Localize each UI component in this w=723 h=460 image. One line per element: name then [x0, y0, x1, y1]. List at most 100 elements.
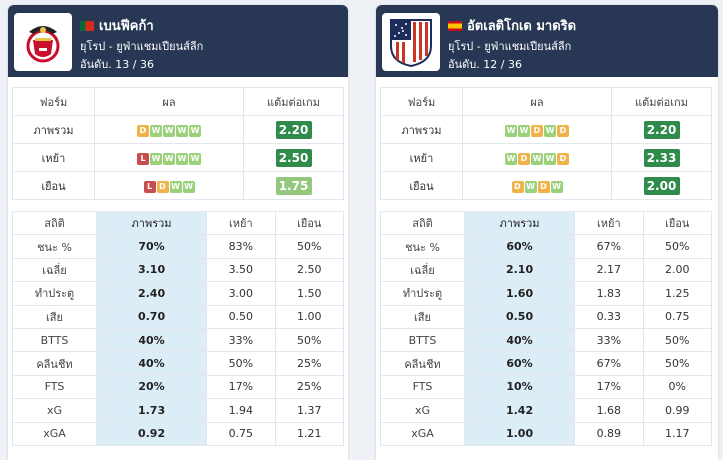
result-pill[interactable]: W: [531, 152, 543, 165]
result-pill[interactable]: D: [537, 180, 550, 193]
result-pill[interactable]: W: [518, 124, 530, 137]
stats-table: สถิติ ภาพรวม เหย้า เยือน ชนะ % 60% 67% 50% …: [380, 210, 713, 446]
stat-overall: 2.10: [463, 257, 576, 283]
result-pill[interactable]: W: [505, 152, 517, 165]
result-pill[interactable]: W: [544, 124, 556, 137]
stat-away: 1.25: [642, 281, 713, 306]
team-name-text: เบนฟีคก้า: [99, 19, 154, 34]
stat-label: BTTS: [12, 327, 97, 353]
result-pill[interactable]: W: [176, 152, 188, 165]
result-pill[interactable]: W: [176, 124, 188, 137]
form-row-label: ภาพรวม: [12, 115, 95, 144]
form-row-label: เยือน: [12, 171, 95, 200]
result-pill[interactable]: W: [150, 124, 162, 137]
stat-overall: 60%: [463, 234, 576, 259]
stat-home: 0.75: [206, 421, 276, 446]
form-table: ฟอร์ม ผล แต้มต่อเกม ภาพรวม W W D W D 2.2…: [380, 87, 712, 200]
result-pill[interactable]: W: [182, 180, 195, 193]
league-name: ยุโรป - ยูฟ่าแชมเปียนส์ลีก: [448, 40, 572, 53]
league-name: ยุโรป - ยูฟ่าแชมเปียนส์ลีก: [80, 40, 204, 53]
stats-row: คลีนชีท 60% 67% 50%: [380, 351, 713, 376]
form-table: ฟอร์ม ผล แต้มต่อเกม ภาพรวม D W W W W 2.2…: [12, 87, 344, 200]
result-pill[interactable]: D: [511, 180, 524, 193]
stats-header-away: เยือน: [642, 210, 713, 236]
result-pill[interactable]: W: [189, 152, 201, 165]
team-name[interactable]: อัตเลติโกเด มาดริด: [448, 15, 576, 36]
stats-row: ทำประตู 1.60 1.83 1.25: [380, 281, 713, 306]
stats-row: BTTS 40% 33% 50%: [380, 327, 713, 353]
team-logo[interactable]: [14, 13, 72, 71]
form-header-results: ผล: [94, 87, 244, 116]
stat-home: 67%: [574, 234, 644, 259]
stat-overall: 1.60: [463, 281, 576, 306]
result-pill[interactable]: W: [169, 180, 182, 193]
result-pill[interactable]: D: [518, 152, 530, 165]
team-logo[interactable]: [382, 13, 440, 71]
stats-header-overall: ภาพรวม: [95, 210, 208, 236]
stat-label: คลีนชีท: [380, 351, 465, 376]
stat-away: 2.50: [274, 257, 345, 283]
stat-label: เสีย: [12, 304, 97, 329]
stat-label: ชนะ %: [380, 234, 465, 259]
team-name[interactable]: เบนฟีคก้า: [80, 15, 154, 36]
stat-label: ทำประตู: [12, 281, 97, 306]
ppg-badge: 2.33: [643, 148, 680, 167]
stat-overall: 3.10: [95, 257, 208, 283]
result-pill[interactable]: D: [557, 152, 569, 165]
result-pill[interactable]: W: [163, 124, 175, 137]
stats-row: คลีนชีท 40% 50% 25%: [12, 351, 345, 376]
stat-label: เฉลี่ย: [12, 257, 97, 283]
stat-overall: 1.42: [463, 398, 576, 423]
result-pill[interactable]: W: [189, 124, 201, 137]
stats-row: FTS 20% 17% 25%: [12, 374, 345, 400]
stat-home: 33%: [574, 327, 644, 353]
ppg-badge: 2.50: [275, 148, 312, 167]
form-row-away: เยือน D W D W 2.00: [380, 171, 712, 200]
stat-label: คลีนชีท: [12, 351, 97, 376]
stats-row: เฉลี่ย 3.10 3.50 2.50: [12, 257, 345, 283]
stats-row: BTTS 40% 33% 50%: [12, 327, 345, 353]
stats-header-label: สถิติ: [380, 210, 465, 236]
form-row-overall: ภาพรวม D W W W W 2.20: [12, 115, 344, 144]
ppg-badge: 2.00: [643, 176, 680, 195]
stats-row: xGA 1.00 0.89 1.17: [380, 421, 713, 446]
stat-away: 1.50: [274, 281, 345, 306]
result-pill[interactable]: W: [550, 180, 563, 193]
form-row-home: เหย้า W D W W D 2.33: [380, 143, 712, 172]
result-pill[interactable]: L: [143, 180, 156, 193]
stat-home: 1.83: [574, 281, 644, 306]
result-pill[interactable]: W: [150, 152, 162, 165]
stats-row: FTS 10% 17% 0%: [380, 374, 713, 400]
result-pill[interactable]: W: [524, 180, 537, 193]
stats-header-away: เยือน: [274, 210, 345, 236]
stat-away: 50%: [274, 234, 345, 259]
stat-home: 3.00: [206, 281, 276, 306]
stat-away: 50%: [642, 234, 713, 259]
result-pill[interactable]: W: [163, 152, 175, 165]
result-pill[interactable]: L: [137, 152, 149, 165]
result-pill[interactable]: D: [531, 124, 543, 137]
ppg-badge: 1.75: [275, 176, 312, 195]
stat-label: xG: [12, 398, 97, 423]
stat-home: 33%: [206, 327, 276, 353]
result-pill[interactable]: W: [505, 124, 517, 137]
stat-home: 0.50: [206, 304, 276, 329]
stat-away: 2.00: [642, 257, 713, 283]
result-pill[interactable]: D: [557, 124, 569, 137]
result-pill[interactable]: W: [544, 152, 556, 165]
form-pills: D W W W W: [137, 124, 201, 137]
form-pills: W D W W D: [505, 152, 569, 165]
stats-row: เฉลี่ย 2.10 2.17 2.00: [380, 257, 713, 283]
result-pill[interactable]: D: [137, 124, 149, 137]
form-header-ppg: แต้มต่อเกม: [243, 87, 344, 116]
stat-label: BTTS: [380, 327, 465, 353]
team-name-text: อัตเลติโกเด มาดริด: [467, 19, 577, 34]
stats-header-home: เหย้า: [206, 210, 276, 236]
result-pill[interactable]: D: [156, 180, 169, 193]
stat-overall: 70%: [95, 234, 208, 259]
stat-home: 3.50: [206, 257, 276, 283]
stats-header-home: เหย้า: [574, 210, 644, 236]
league-rank: อันดับ. 12 / 36: [448, 58, 522, 71]
stat-label: เสีย: [380, 304, 465, 329]
team-card-atletico: อัตเลติโกเด มาดริด ยุโรป - ยูฟ่าแชมเปียน…: [376, 5, 718, 460]
